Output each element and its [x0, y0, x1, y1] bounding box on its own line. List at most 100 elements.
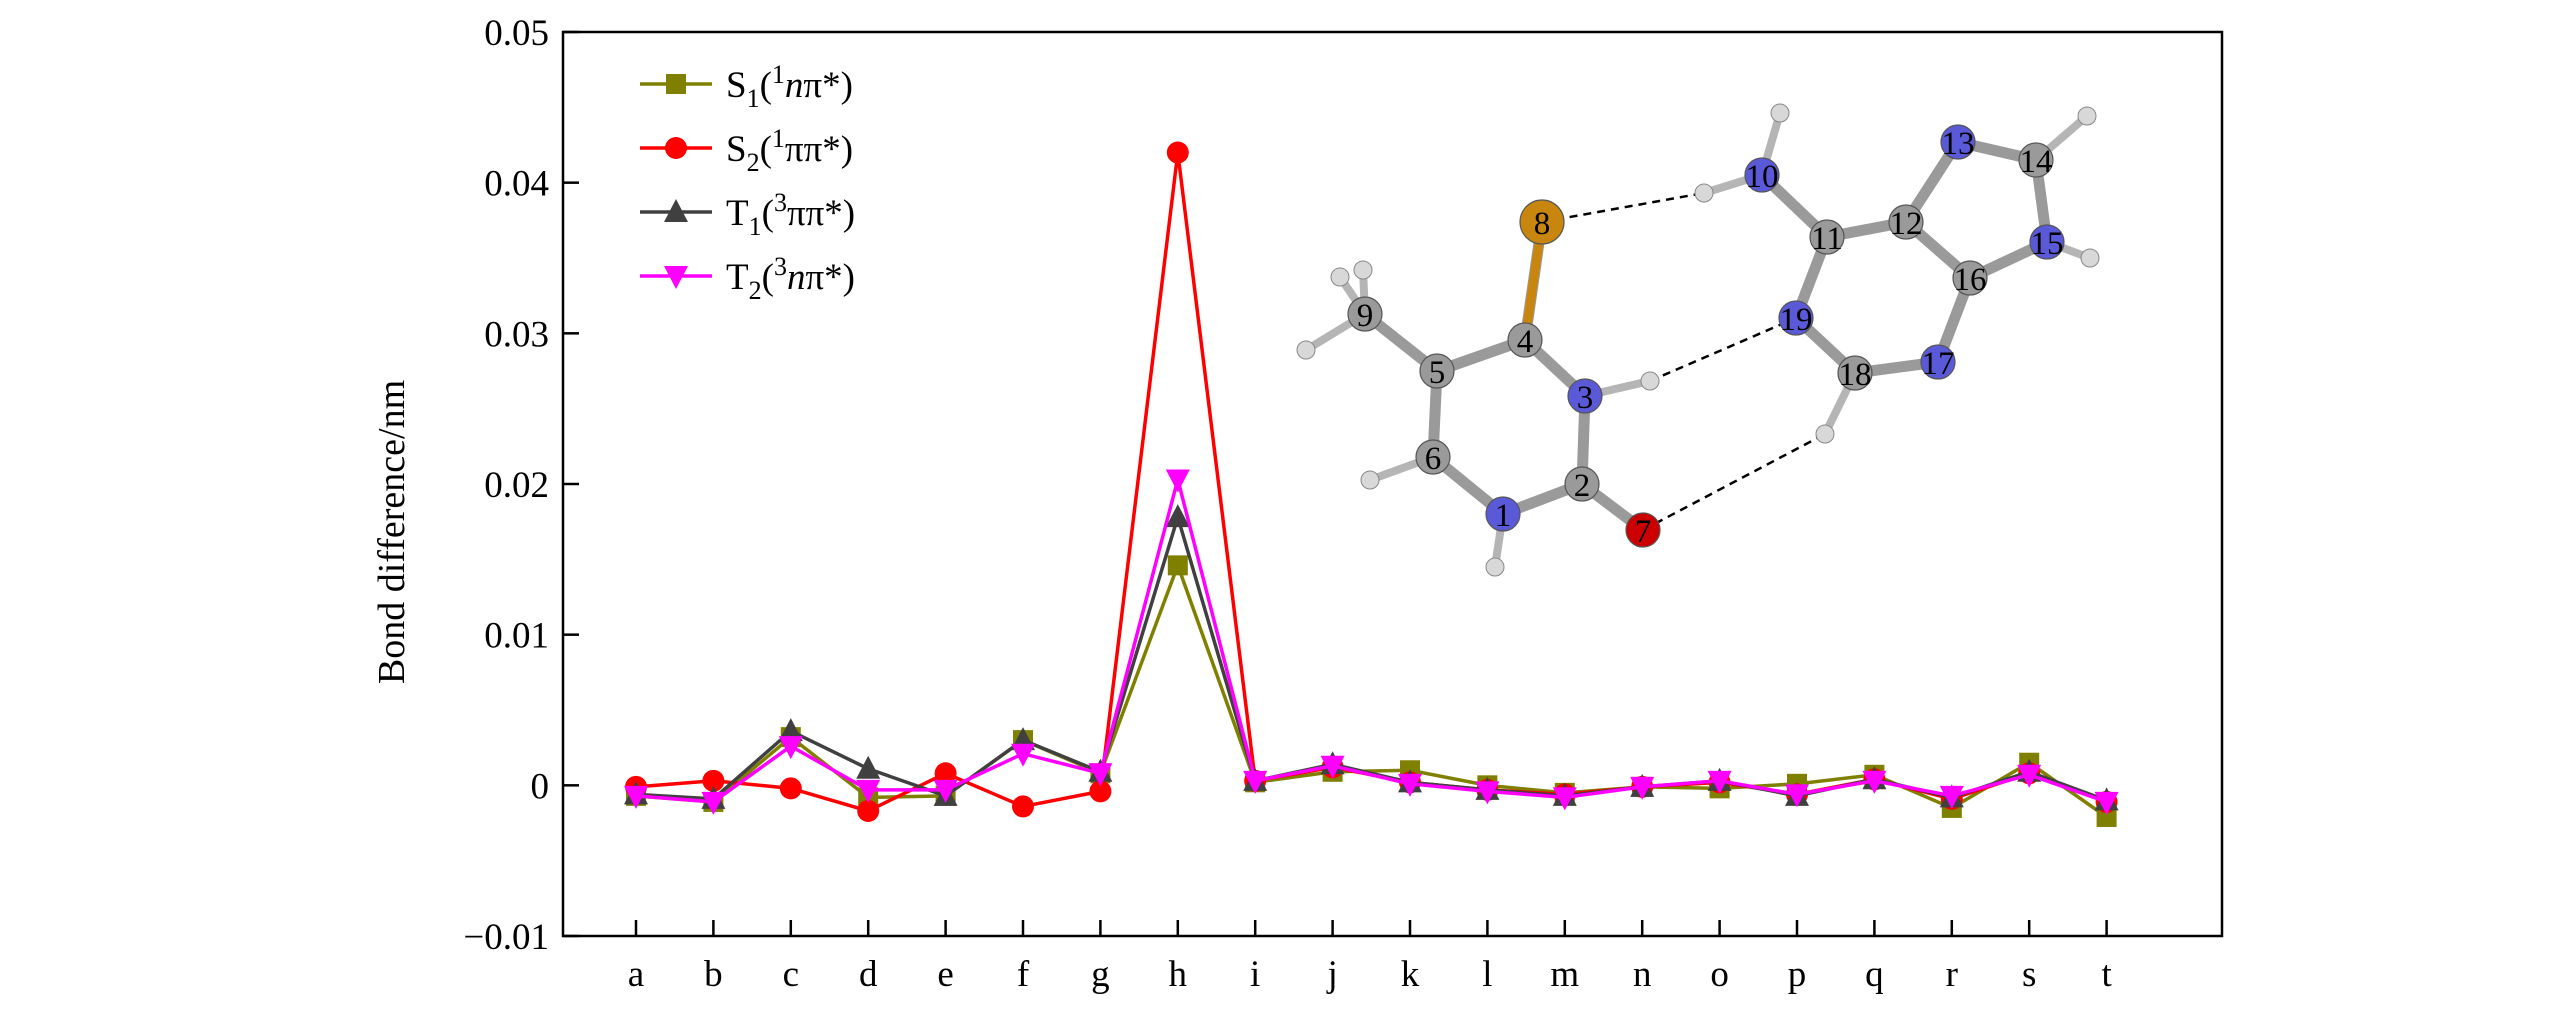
data-point — [1939, 785, 1964, 809]
legend-item: T2(3nπ*) — [640, 252, 855, 305]
series-layer — [624, 141, 2119, 827]
data-point — [1707, 770, 1732, 794]
data-point — [1785, 784, 1809, 808]
atom — [1567, 378, 1603, 414]
atom-label: 9 — [1357, 298, 1374, 334]
data-point — [857, 799, 880, 822]
data-point — [856, 779, 881, 803]
series-line — [635, 472, 2108, 804]
data-point — [666, 74, 686, 94]
data-point — [2096, 806, 2117, 827]
atom-label: 4 — [1517, 324, 1534, 360]
series-1 — [626, 555, 2117, 827]
hydrogen-atom — [1296, 340, 1316, 360]
data-point — [1089, 780, 1112, 803]
atom — [2029, 224, 2065, 260]
x-tick-label: k — [1401, 954, 1420, 995]
data-point — [1630, 776, 1655, 800]
atom — [1347, 296, 1383, 332]
data-point — [1088, 763, 1113, 787]
y-tick-label: −0.01 — [463, 917, 549, 958]
x-axis: a b c d e f g h i j k l m n o p q r s t — [628, 920, 2112, 995]
x-tick-label: m — [1550, 954, 1579, 995]
hydrogen-atom — [1353, 260, 1373, 280]
data-point — [1475, 781, 1500, 805]
data-point — [664, 199, 688, 222]
series-line — [635, 511, 2108, 803]
atom — [1485, 496, 1521, 532]
legend-item: S1(1nπ*) — [640, 60, 853, 113]
data-point — [1243, 770, 1268, 794]
atom-label: 12 — [1890, 206, 1923, 242]
hydrogen-atom — [2080, 248, 2100, 268]
x-tick-label: r — [1946, 954, 1958, 995]
atom — [1415, 439, 1451, 475]
atom-label: 10 — [1746, 159, 1779, 195]
hydrogen-bond — [1642, 432, 1826, 532]
legend-label: S1(1nπ*) — [726, 60, 853, 113]
atom — [1744, 157, 1780, 193]
atom — [1809, 219, 1845, 255]
data-point — [779, 777, 802, 800]
legend-label: S2(1ππ*) — [726, 124, 853, 177]
x-tick-label: d — [859, 954, 878, 995]
atom-label: 8 — [1534, 206, 1551, 242]
x-tick-label: h — [1169, 954, 1188, 995]
data-point — [1011, 743, 1035, 767]
data-point — [2017, 764, 2042, 788]
x-tick-label: a — [628, 954, 644, 995]
data-point — [778, 736, 803, 760]
atom-label: 1 — [1495, 498, 1512, 534]
atom — [1625, 512, 1661, 548]
x-tick-label: t — [2101, 954, 2112, 995]
atom-label: 14 — [2020, 144, 2053, 180]
x-tick-label: o — [1710, 954, 1729, 995]
y-tick-label: 0.02 — [484, 465, 549, 506]
atom — [1778, 300, 1814, 336]
data-point — [1166, 141, 1189, 164]
data-point — [934, 762, 957, 785]
hydrogen-atom — [1815, 424, 1835, 444]
hydrogen-atom — [2077, 106, 2097, 126]
data-point — [1398, 773, 1422, 797]
atom-label: 7 — [1635, 514, 1652, 550]
hydrogen-atom — [1770, 103, 1790, 123]
data-point — [933, 779, 958, 803]
atom-label: 11 — [1811, 221, 1843, 257]
atom-label: 15 — [2031, 226, 2064, 262]
x-tick-label: b — [704, 954, 723, 995]
data-point — [701, 791, 726, 815]
y-tick-label: 0 — [531, 766, 550, 807]
x-tick-label: e — [937, 954, 953, 995]
atom-label: 2 — [1574, 468, 1591, 504]
data-point — [1012, 795, 1034, 818]
data-point — [664, 266, 688, 289]
legend: S1(1nπ*) S2(1ππ*) T1(3ππ*) T2(3nπ*) — [640, 60, 855, 305]
data-point — [1552, 787, 1577, 811]
data-point — [665, 137, 687, 159]
hydrogen-atom — [1360, 470, 1380, 490]
x-tick-label: q — [1865, 954, 1884, 995]
x-tick-label: i — [1250, 954, 1260, 995]
legend-item: T1(3ππ*) — [640, 188, 855, 241]
series-4 — [624, 469, 2119, 815]
hydrogen-atom — [1330, 267, 1350, 287]
atom — [1940, 124, 1976, 160]
data-point — [1320, 755, 1345, 779]
atom — [1837, 355, 1873, 391]
atom-label: 19 — [1780, 302, 1813, 338]
data-point — [624, 785, 648, 809]
hydrogen-atom — [1640, 371, 1660, 391]
data-point — [778, 718, 803, 742]
atom-label: 13 — [1942, 126, 1975, 162]
atom — [1507, 322, 1543, 358]
hydrogen-bond — [1649, 316, 1797, 383]
atom-label: 6 — [1425, 441, 1442, 477]
y-tick-label: 0.01 — [484, 616, 549, 657]
data-point — [702, 769, 725, 792]
x-tick-label: g — [1091, 954, 1110, 995]
data-point — [856, 755, 881, 779]
data-point — [1167, 555, 1188, 576]
atom — [1920, 344, 1956, 380]
